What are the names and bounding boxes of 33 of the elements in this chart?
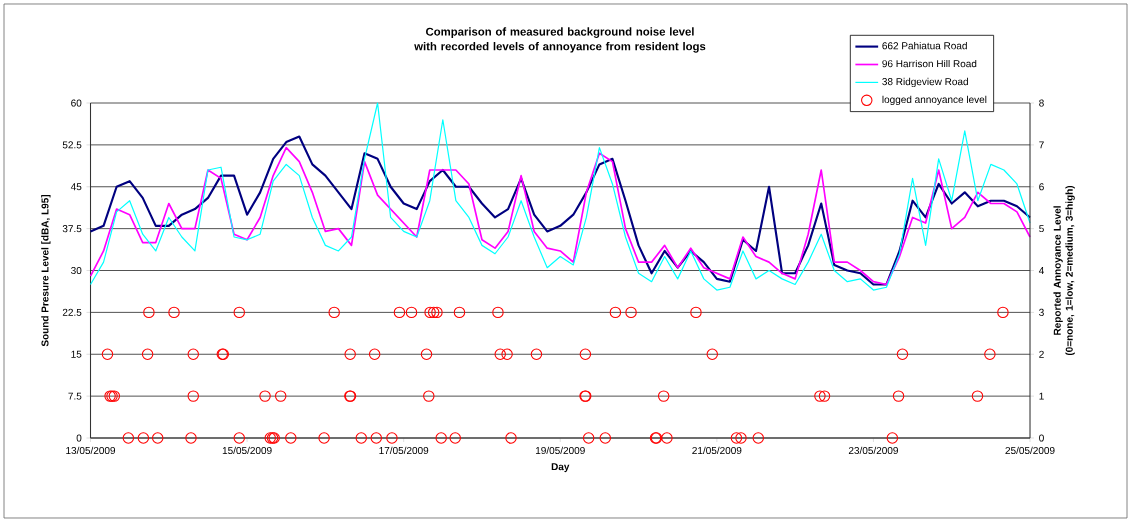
chart-title: Comparison of measured background noise level with recorded levels of annoyance from resident logs bbox=[414, 27, 706, 53]
y-tick-label: 15 bbox=[71, 350, 82, 358]
legend-label: 96 Harrison Hill Road bbox=[882, 59, 977, 68]
y2-tick-label: 8 bbox=[1039, 99, 1044, 107]
y2-tick-label: 6 bbox=[1039, 183, 1044, 191]
x-axis-title: Day bbox=[551, 463, 570, 473]
y-tick-label: 60 bbox=[71, 99, 82, 107]
x-tick-label: 19/05/2009 bbox=[535, 446, 585, 455]
y2-tick-label: 3 bbox=[1039, 308, 1044, 316]
x-tick-label: 15/05/2009 bbox=[222, 446, 272, 455]
legend-label: 38 Ridgeview Road bbox=[882, 77, 968, 88]
y-tick-label: 7.5 bbox=[68, 392, 82, 400]
legend-label: 662 Pahiatua Road bbox=[882, 41, 967, 50]
legend-label: logged annoyance level bbox=[882, 95, 987, 106]
x-tick-label: 17/05/2009 bbox=[379, 446, 429, 455]
y2-tick-label: 5 bbox=[1039, 225, 1044, 233]
y2-tick-label: 4 bbox=[1038, 267, 1044, 274]
y-axis-title: Sound Presure Level [dBA, L95] bbox=[41, 194, 51, 347]
y-tick-label: 52.5 bbox=[62, 141, 82, 149]
y-tick-label: 22.5 bbox=[62, 308, 82, 316]
y2-tick-label: 1 bbox=[1039, 392, 1044, 400]
y-tick-label: 45 bbox=[70, 183, 82, 191]
y-tick-label: 37.5 bbox=[62, 225, 82, 233]
x-tick-label: 21/05/2009 bbox=[692, 446, 742, 455]
y2-tick-label: 0 bbox=[1039, 434, 1044, 442]
y2-tick-label: 2 bbox=[1039, 350, 1044, 358]
x-tick-label: 25/05/2009 bbox=[1005, 446, 1055, 455]
y2-axis-title: Reported Annoyance Level (0=none, 1=low, 2=medium, 3=high) bbox=[1053, 185, 1075, 356]
y-tick-label: 0 bbox=[76, 434, 82, 442]
y-tick-label: 30 bbox=[71, 266, 82, 275]
x-tick-label: 13/05/2009 bbox=[66, 446, 116, 455]
y2-tick-label: 7 bbox=[1039, 141, 1044, 149]
x-tick-label: 23/05/2009 bbox=[848, 446, 898, 455]
